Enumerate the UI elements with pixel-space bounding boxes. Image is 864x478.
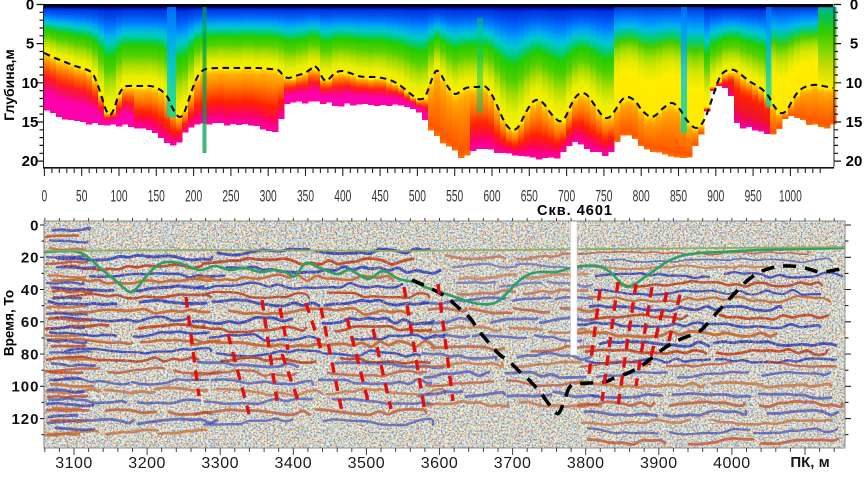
svg-text:20: 20 <box>22 153 39 170</box>
svg-text:80: 80 <box>21 346 40 363</box>
svg-text:Время, То: Время, То <box>2 290 17 356</box>
svg-text:100: 100 <box>11 379 39 396</box>
svg-text:0: 0 <box>30 217 39 234</box>
svg-text:950: 950 <box>745 187 762 205</box>
svg-text:40: 40 <box>21 282 40 299</box>
svg-text:3400: 3400 <box>275 455 313 472</box>
svg-text:3700: 3700 <box>494 455 532 472</box>
svg-text:60: 60 <box>21 314 40 331</box>
svg-text:1000: 1000 <box>779 187 802 205</box>
svg-text:3300: 3300 <box>201 455 239 472</box>
svg-text:450: 450 <box>372 187 389 205</box>
svg-text:500: 500 <box>409 187 426 205</box>
svg-text:4000: 4000 <box>713 455 751 472</box>
svg-text:100: 100 <box>110 187 127 205</box>
svg-text:ПК, м: ПК, м <box>790 454 829 471</box>
svg-text:3600: 3600 <box>421 455 459 472</box>
svg-text:15: 15 <box>846 114 863 131</box>
svg-text:750: 750 <box>595 187 612 205</box>
svg-text:850: 850 <box>670 187 687 205</box>
svg-text:10: 10 <box>22 75 39 92</box>
svg-text:150: 150 <box>148 187 165 205</box>
svg-text:120: 120 <box>11 411 39 428</box>
svg-text:400: 400 <box>334 187 351 205</box>
svg-text:20: 20 <box>21 250 40 267</box>
svg-text:Скв. 4601: Скв. 4601 <box>537 203 613 219</box>
svg-text:650: 650 <box>521 187 538 205</box>
svg-text:0: 0 <box>42 187 48 205</box>
svg-text:3800: 3800 <box>567 455 605 472</box>
svg-text:15: 15 <box>22 114 39 131</box>
svg-text:10: 10 <box>846 75 863 92</box>
svg-text:20: 20 <box>846 153 863 170</box>
svg-text:0: 0 <box>26 0 34 14</box>
svg-text:800: 800 <box>633 187 650 205</box>
svg-text:3900: 3900 <box>640 455 678 472</box>
svg-text:0: 0 <box>850 0 858 14</box>
svg-text:3500: 3500 <box>348 455 386 472</box>
svg-text:900: 900 <box>707 187 724 205</box>
svg-text:Глубина,м: Глубина,м <box>1 49 17 120</box>
svg-text:250: 250 <box>222 187 239 205</box>
svg-text:300: 300 <box>260 187 277 205</box>
svg-text:5: 5 <box>850 36 858 53</box>
svg-text:600: 600 <box>483 187 500 205</box>
svg-text:200: 200 <box>185 187 202 205</box>
svg-text:5: 5 <box>26 36 34 53</box>
svg-text:50: 50 <box>76 187 88 205</box>
svg-text:350: 350 <box>297 187 314 205</box>
svg-text:700: 700 <box>558 187 575 205</box>
svg-text:550: 550 <box>446 187 463 205</box>
svg-text:3200: 3200 <box>128 455 166 472</box>
svg-text:3100: 3100 <box>55 455 93 472</box>
